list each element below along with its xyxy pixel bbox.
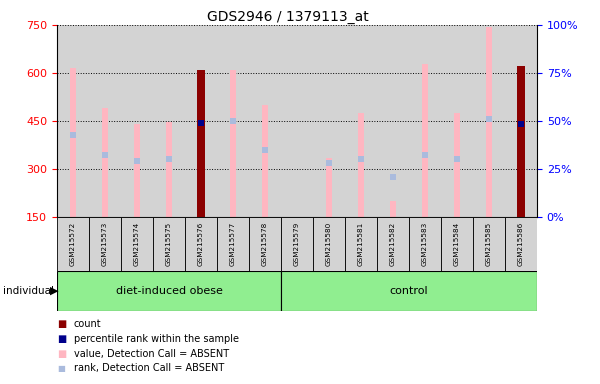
Text: GSM215583: GSM215583 (422, 221, 428, 265)
Bar (281, 271, 537, 311)
Bar (345, 217, 377, 271)
Bar (166, 122, 172, 217)
Text: GSM215573: GSM215573 (102, 221, 108, 265)
Bar (153, 217, 185, 271)
Text: GSM215578: GSM215578 (262, 221, 268, 265)
Bar (134, 124, 140, 217)
Bar (217, 217, 249, 271)
Text: GSM215580: GSM215580 (326, 221, 332, 265)
Text: GSM215575: GSM215575 (166, 221, 172, 265)
Bar (454, 113, 460, 217)
Bar (57, 271, 281, 311)
Text: GSM215584: GSM215584 (454, 221, 460, 265)
Bar (326, 158, 332, 217)
Text: rank, Detection Call = ABSENT: rank, Detection Call = ABSENT (74, 363, 224, 373)
Text: GSM215585: GSM215585 (486, 221, 492, 265)
Bar (422, 64, 428, 217)
Text: ■: ■ (57, 334, 66, 344)
Bar (281, 217, 313, 271)
Bar (473, 217, 505, 271)
Bar (197, 70, 205, 217)
Text: GSM215581: GSM215581 (358, 221, 364, 265)
Text: individual: individual (3, 286, 54, 296)
Text: GSM215582: GSM215582 (390, 221, 396, 265)
Bar (230, 70, 236, 217)
Text: ■: ■ (57, 349, 66, 359)
Bar (102, 108, 108, 217)
Text: GSM215579: GSM215579 (294, 221, 300, 265)
Bar (358, 113, 364, 217)
Bar (249, 217, 281, 271)
Text: ▶: ▶ (50, 286, 58, 296)
Bar (486, 26, 492, 217)
Bar (121, 217, 153, 271)
Text: GSM215574: GSM215574 (134, 221, 140, 265)
Text: GSM215586: GSM215586 (518, 221, 524, 265)
Text: value, Detection Call = ABSENT: value, Detection Call = ABSENT (74, 349, 229, 359)
Text: GSM215577: GSM215577 (230, 221, 236, 265)
Bar (441, 217, 473, 271)
Bar (70, 68, 76, 217)
Bar (409, 217, 441, 271)
Bar (390, 201, 396, 217)
Text: GSM215572: GSM215572 (70, 221, 76, 265)
Text: GDS2946 / 1379113_at: GDS2946 / 1379113_at (207, 10, 369, 23)
Bar (505, 217, 537, 271)
Text: count: count (74, 319, 101, 329)
Bar (262, 105, 268, 217)
Bar (517, 66, 526, 217)
Bar (89, 217, 121, 271)
Bar (377, 217, 409, 271)
Bar (185, 217, 217, 271)
Bar (57, 217, 89, 271)
Text: control: control (389, 286, 428, 296)
Text: GSM215576: GSM215576 (198, 221, 204, 265)
Text: ■: ■ (57, 319, 66, 329)
Text: diet-induced obese: diet-induced obese (116, 286, 223, 296)
Text: ■: ■ (57, 364, 65, 373)
Bar (313, 217, 345, 271)
Text: percentile rank within the sample: percentile rank within the sample (74, 334, 239, 344)
